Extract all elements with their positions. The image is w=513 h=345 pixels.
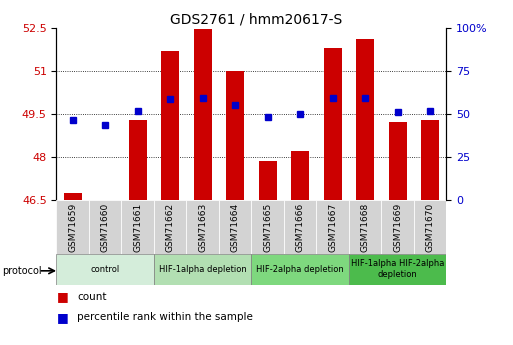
Bar [251,200,284,254]
Bar [356,39,374,200]
Text: HIF-2alpha depletion: HIF-2alpha depletion [256,265,344,274]
Text: GSM71666: GSM71666 [295,203,305,252]
Bar [324,48,342,200]
Text: protocol: protocol [3,266,42,276]
Text: GDS2761 / hmm20617-S: GDS2761 / hmm20617-S [170,12,343,26]
Text: GSM71660: GSM71660 [101,203,110,252]
Bar [317,200,349,254]
Text: control: control [90,265,120,274]
Text: percentile rank within the sample: percentile rank within the sample [77,313,253,322]
Text: GSM71661: GSM71661 [133,203,142,252]
Text: GSM71669: GSM71669 [393,203,402,252]
Bar [226,71,244,200]
Bar [414,200,446,254]
Text: GSM71667: GSM71667 [328,203,337,252]
Bar [381,200,414,254]
Text: ■: ■ [56,290,68,303]
Bar [129,120,147,200]
Bar [259,161,277,200]
Bar [56,254,154,285]
Text: count: count [77,292,107,302]
Text: HIF-1alpha HIF-2alpha
depletion: HIF-1alpha HIF-2alpha depletion [351,259,444,279]
Bar [64,193,82,200]
Bar [349,200,381,254]
Bar [284,200,317,254]
Bar [161,51,179,200]
Text: GSM71668: GSM71668 [361,203,369,252]
Text: GSM71665: GSM71665 [263,203,272,252]
Text: GSM71662: GSM71662 [166,203,174,252]
Bar [56,200,89,254]
Text: GSM71670: GSM71670 [426,203,435,252]
Bar [154,254,251,285]
Bar [186,200,219,254]
Text: ■: ■ [56,311,68,324]
Bar [194,29,211,200]
Text: GSM71663: GSM71663 [198,203,207,252]
Bar [389,122,406,200]
Bar [349,254,446,285]
Text: HIF-1alpha depletion: HIF-1alpha depletion [159,265,247,274]
Bar [251,254,349,285]
Bar [291,151,309,200]
Text: GSM71659: GSM71659 [68,203,77,252]
Text: GSM71664: GSM71664 [231,203,240,252]
Bar [421,120,439,200]
Bar [122,200,154,254]
Bar [89,200,122,254]
Bar [154,200,186,254]
Bar [219,200,251,254]
